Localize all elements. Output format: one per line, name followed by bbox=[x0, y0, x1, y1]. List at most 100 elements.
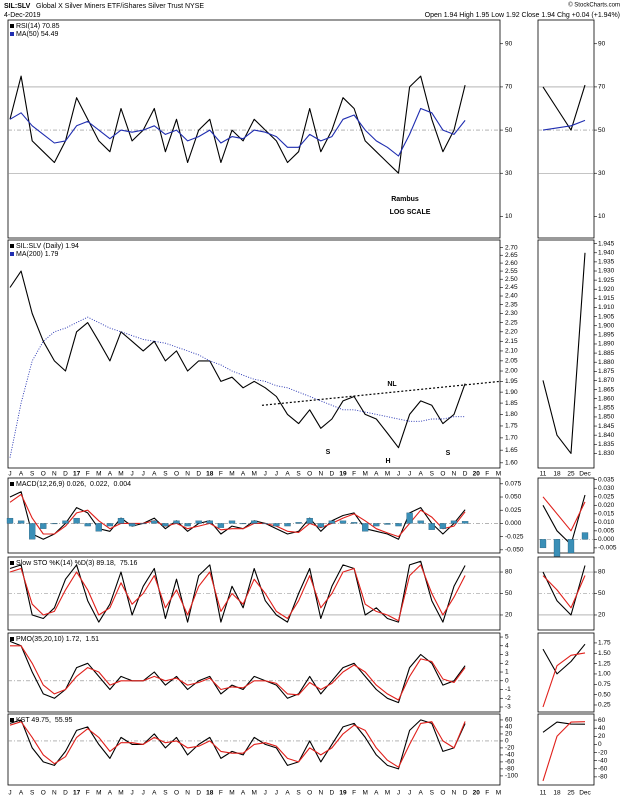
histogram-bar bbox=[162, 523, 169, 527]
histogram-bar bbox=[384, 523, 391, 525]
copyright: © StockCharts.com bbox=[568, 2, 620, 9]
y-tick-label: 1.850 bbox=[598, 414, 615, 421]
x-tick-label: D bbox=[330, 471, 335, 478]
x-tick-label: N bbox=[185, 790, 190, 797]
y-tick-label: 50 bbox=[598, 127, 606, 134]
annotation: Rambus bbox=[391, 196, 419, 203]
histogram-bar bbox=[6, 517, 14, 524]
x-tick-label: F bbox=[352, 790, 356, 797]
x-tick-label: F bbox=[86, 790, 90, 797]
series-line bbox=[9, 316, 466, 458]
y-tick-label: 5 bbox=[505, 634, 509, 641]
series-line bbox=[542, 252, 586, 454]
x-tick-label: 17 bbox=[73, 790, 81, 797]
y-tick-label: 3 bbox=[505, 651, 509, 658]
x-tick-label: F bbox=[352, 471, 356, 478]
x-tick-label: A bbox=[108, 471, 113, 478]
y-tick-label: 10 bbox=[598, 213, 606, 220]
y-tick-label: 4 bbox=[505, 642, 509, 649]
legend-entry: KST 49.75, bbox=[16, 717, 51, 724]
y-tick-label: 2.00 bbox=[505, 368, 518, 375]
y-tick-label: 1.865 bbox=[598, 386, 615, 393]
histogram-bar bbox=[328, 520, 336, 524]
x-tick-label: Dec bbox=[579, 790, 591, 797]
y-tick-label: 1.80 bbox=[505, 411, 518, 418]
y-tick-label: 0.010 bbox=[598, 519, 615, 526]
x-tick-label: 17 bbox=[73, 471, 81, 478]
series-line bbox=[542, 119, 586, 131]
y-tick-label: 30 bbox=[505, 170, 513, 177]
histogram-bar bbox=[29, 523, 36, 540]
x-tick-label: D bbox=[63, 790, 68, 797]
y-tick-label: 1.65 bbox=[505, 447, 518, 454]
y-tick-label: -20 bbox=[505, 745, 515, 752]
x-tick-label: F bbox=[219, 471, 223, 478]
x-tick-label: O bbox=[307, 471, 312, 478]
y-tick-label: -3 bbox=[505, 704, 511, 711]
annotation: S bbox=[446, 450, 451, 457]
x-tick-label: O bbox=[440, 471, 445, 478]
y-tick-label: 0.015 bbox=[598, 511, 615, 518]
legend-swatch bbox=[10, 561, 14, 565]
histogram-bar bbox=[51, 523, 58, 525]
y-tick-label: 60 bbox=[598, 717, 606, 724]
histogram-bar bbox=[406, 512, 413, 524]
x-tick-label: S bbox=[430, 471, 435, 478]
y-tick-label: 2.65 bbox=[505, 252, 518, 259]
x-tick-label: M bbox=[496, 790, 501, 797]
y-tick-label: 70 bbox=[598, 84, 606, 91]
y-tick-label: 1.50 bbox=[598, 650, 611, 657]
x-tick-label: M bbox=[229, 471, 234, 478]
series-line bbox=[542, 496, 586, 532]
panel-frame bbox=[537, 19, 595, 239]
y-tick-label: 1.860 bbox=[598, 395, 615, 402]
y-tick-label: -2 bbox=[505, 695, 511, 702]
histogram-bar bbox=[306, 517, 313, 524]
series-line bbox=[9, 493, 466, 538]
series-line bbox=[542, 84, 586, 131]
histogram-bar bbox=[184, 523, 191, 527]
x-tick-label: A bbox=[19, 790, 24, 797]
y-tick-label: 20 bbox=[598, 733, 606, 740]
y-tick-label: 1 bbox=[505, 669, 509, 676]
x-tick-label: S bbox=[30, 471, 35, 478]
x-tick-label: 18 bbox=[553, 471, 561, 478]
y-tick-label: -60 bbox=[505, 759, 515, 766]
histogram-bar bbox=[128, 523, 136, 527]
y-tick-label: 2.70 bbox=[505, 244, 518, 251]
y-tick-label: 40 bbox=[505, 724, 513, 731]
histogram-bar bbox=[428, 523, 435, 530]
x-tick-label: D bbox=[463, 790, 468, 797]
histogram-bar bbox=[439, 523, 447, 529]
series-line bbox=[542, 721, 586, 733]
x-tick-label: A bbox=[108, 790, 113, 797]
y-tick-label: 0.025 bbox=[598, 493, 615, 500]
x-tick-label: A bbox=[285, 471, 290, 478]
y-tick-label: 1.910 bbox=[598, 304, 615, 311]
histogram-bar bbox=[117, 517, 125, 524]
y-tick-label: 0 bbox=[598, 741, 602, 748]
y-tick-label: 0.25 bbox=[598, 702, 611, 709]
x-tick-label: S bbox=[296, 471, 301, 478]
x-tick-label: O bbox=[41, 790, 46, 797]
histogram-bar bbox=[395, 523, 402, 527]
x-tick-label: A bbox=[285, 790, 290, 797]
y-tick-label: 2.10 bbox=[505, 348, 518, 355]
x-tick-label: A bbox=[374, 790, 379, 797]
legend-entry: Slow STO %K(14) %D(3) 89.18, bbox=[16, 560, 116, 567]
y-tick-label: 1.845 bbox=[598, 423, 615, 430]
panel-frame bbox=[7, 632, 501, 713]
x-tick-label: M bbox=[362, 471, 367, 478]
x-tick-label: J bbox=[264, 471, 267, 478]
y-tick-label: 60 bbox=[505, 717, 513, 724]
y-tick-label: 0.75 bbox=[598, 681, 611, 688]
x-tick-label: 20 bbox=[473, 790, 481, 797]
legend-entry: 75.16 bbox=[120, 560, 138, 567]
x-tick-label: F bbox=[485, 471, 489, 478]
histogram-bar bbox=[40, 523, 47, 529]
y-tick-label: 0.075 bbox=[505, 481, 522, 488]
y-tick-label: 1.945 bbox=[598, 240, 615, 247]
y-tick-label: 0.050 bbox=[505, 494, 522, 501]
y-tick-label: 1.90 bbox=[505, 389, 518, 396]
